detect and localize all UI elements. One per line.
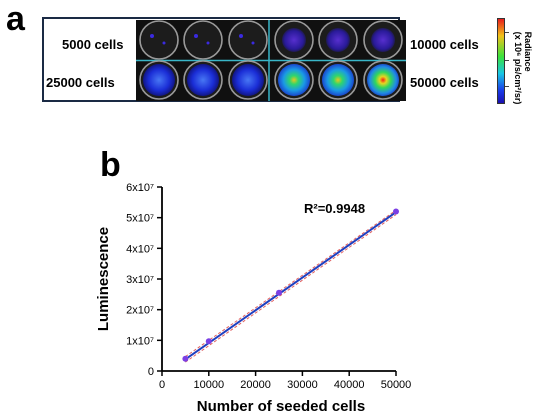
x-tick-label: 50000 xyxy=(381,379,412,391)
label-50000-cells: 50000 cells xyxy=(410,75,479,90)
well-signal xyxy=(371,28,395,52)
colorbar-unit: (x 10⁶ p/s/cm²/sr) xyxy=(513,31,523,105)
fit-line xyxy=(184,211,397,361)
well xyxy=(228,20,268,60)
data-point xyxy=(182,355,189,362)
well-signal xyxy=(322,64,354,96)
data-point xyxy=(393,208,399,215)
data-point xyxy=(276,289,282,296)
y-tick-label: 6x10⁷ xyxy=(126,182,154,194)
y-tick-label: 4x10⁷ xyxy=(126,243,154,255)
well-signal-speck xyxy=(239,34,243,38)
well-signal-speck xyxy=(251,41,255,45)
label-10000-cells: 10000 cells xyxy=(410,37,479,52)
well-images xyxy=(136,20,406,101)
well xyxy=(139,20,179,60)
x-tick-label: 10000 xyxy=(194,379,225,391)
well-signal xyxy=(232,64,264,96)
label-5000-cells: 5000 cells xyxy=(62,37,124,52)
y-tick-label: 5x10⁷ xyxy=(126,213,154,225)
panel-b-letter: b xyxy=(100,146,121,184)
well-signal xyxy=(282,28,306,52)
x-tick-label: 20000 xyxy=(240,379,271,391)
well xyxy=(183,20,223,60)
well-signal-speck xyxy=(194,34,198,38)
colorbar-tick xyxy=(505,32,509,33)
y-tick-label: 2x10⁷ xyxy=(126,305,154,317)
luminescence-chart: 0 10000 20000 30000 40000 50000 0 1x10⁷ 2x10⁷ 3x1… xyxy=(95,182,411,415)
colorbar-label: Radiance (x 10⁶ p/s/cm²/sr) xyxy=(508,18,538,118)
label-25000-cells: 25000 cells xyxy=(46,75,115,90)
x-tick-label: 40000 xyxy=(334,379,365,391)
y-tick-label: 3x10⁷ xyxy=(126,274,154,286)
colorbar-title: Radiance xyxy=(523,31,533,72)
radiance-colorbar xyxy=(497,18,505,104)
ci-upper-line xyxy=(185,209,397,357)
well-signal-speck xyxy=(206,41,210,45)
data-point xyxy=(205,338,212,345)
r-squared-annotation: R²=0.9948 xyxy=(304,201,365,216)
x-tick-label: 0 xyxy=(159,379,165,391)
well-signal xyxy=(326,28,350,52)
x-tick-label: 30000 xyxy=(287,379,318,391)
x-axis-title: Number of seeded cells xyxy=(197,398,365,415)
well-signal-speck xyxy=(150,34,154,38)
well-signal xyxy=(367,64,399,96)
well-signal xyxy=(278,64,310,96)
y-tick-label: 0 xyxy=(148,366,154,378)
well-signal xyxy=(143,64,175,96)
ci-lower-line xyxy=(185,214,397,363)
well-signal xyxy=(187,64,219,96)
colorbar-tick xyxy=(505,86,509,87)
y-axis-title: Luminescence xyxy=(95,227,112,331)
colorbar-tick xyxy=(505,60,509,61)
well-signal-speck xyxy=(162,41,166,45)
panel-a-letter: a xyxy=(6,0,25,38)
y-tick-label: 1x10⁷ xyxy=(126,335,154,347)
